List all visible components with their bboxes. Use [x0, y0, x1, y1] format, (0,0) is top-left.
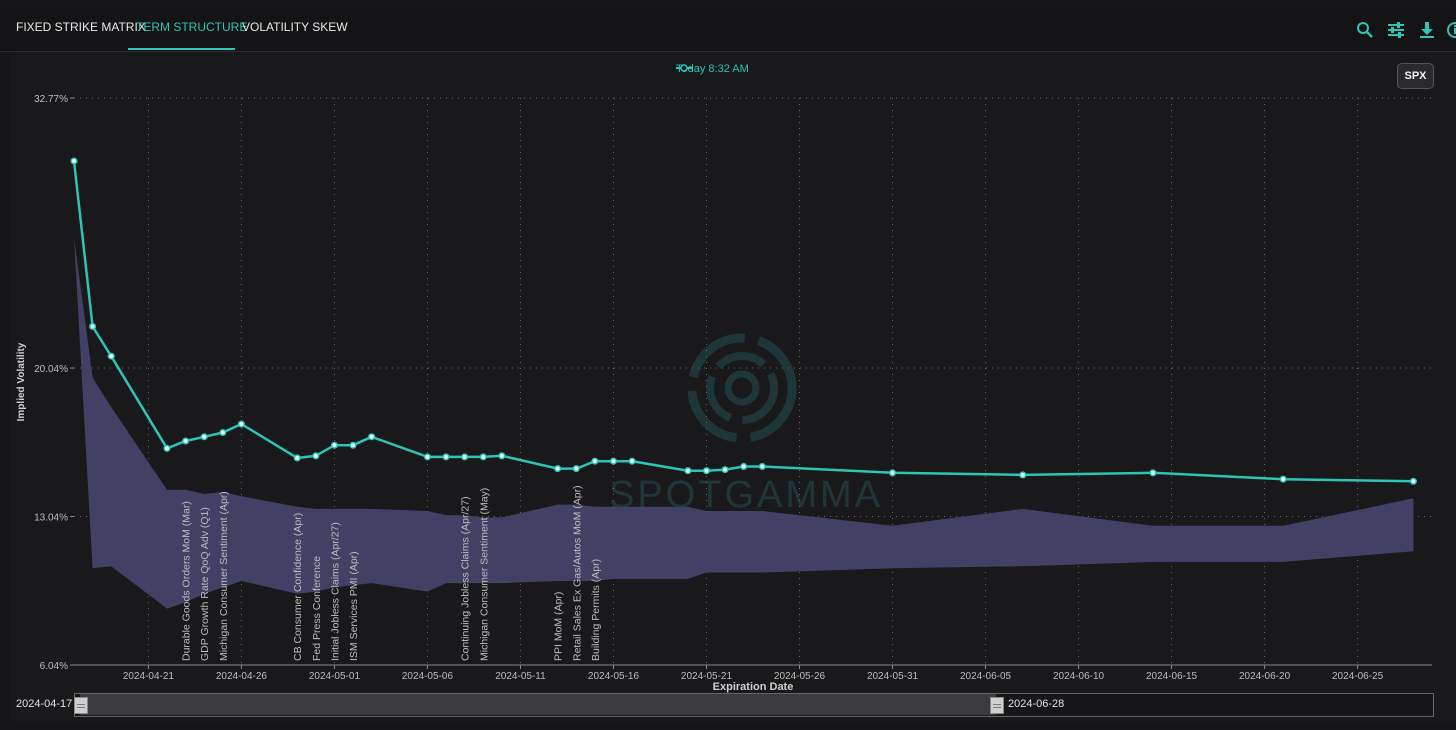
iv-data-point [349, 441, 357, 449]
x-tick-label: 2024-06-05 [960, 671, 1012, 682]
iv-data-point [312, 452, 320, 460]
x-tick-label: 2024-06-15 [1146, 671, 1198, 682]
event-annotations: Durable Goods Orders MoM (Mar) GDP Growth… [181, 485, 602, 661]
info-icon[interactable] [1445, 20, 1456, 40]
download-icon[interactable] [1417, 20, 1437, 40]
iv-data-point [423, 453, 432, 461]
x-axis-label: Expiration Date [713, 681, 794, 693]
event-annotation: CB Consumer Confidence (Apr) [292, 513, 304, 661]
sliders-icon[interactable] [1386, 20, 1406, 40]
iv-data-point [554, 465, 562, 473]
x-tick-label: 2024-06-20 [1239, 671, 1291, 682]
iv-data-point [721, 466, 729, 474]
iv-data-point [628, 457, 636, 465]
x-tick-label: 2024-04-26 [216, 671, 268, 682]
iv-data-point [293, 454, 301, 462]
iv-data-point [684, 467, 692, 475]
iv-data-point [89, 322, 97, 331]
iv-data-point [591, 457, 599, 465]
event-annotation: PPI MoM (Apr) [553, 592, 565, 661]
x-tick-label: 2024-06-25 [1332, 671, 1384, 682]
x-tick-label: 2024-05-21 [681, 671, 733, 682]
y-axis-ticks: 32.77% 20.04% 13.04% 6.04% [34, 94, 74, 672]
iv-data-point [572, 465, 580, 473]
iv-data-point [479, 453, 487, 461]
range-start-label: 2024-04-17 [16, 698, 73, 710]
y-axis-label: Implied Volatility [16, 342, 27, 421]
iv-data-point [200, 433, 208, 441]
iv-data-point [442, 453, 450, 461]
x-tick-label: 2024-04-21 [123, 671, 175, 682]
top-bar: FIXED STRIKE MATRIX TERM STRUCTURE VOLAT… [0, 8, 1456, 52]
iv-range-area [74, 237, 1414, 609]
iv-data-point [237, 420, 245, 428]
iv-data-point [609, 457, 618, 465]
x-tick-label: 2024-05-16 [588, 671, 640, 682]
range-end-label: 2024-06-28 [1008, 698, 1065, 710]
iv-data-point [888, 469, 897, 477]
x-tick-label: 2024-06-10 [1053, 671, 1105, 682]
y-tick-label: 13.04% [34, 513, 68, 524]
chart-area [10, 52, 1456, 722]
x-tick-label: 2024-05-31 [867, 671, 919, 682]
tab-volatility-skew[interactable]: VOLATILITY SKEW [242, 20, 348, 34]
y-tick-label: 6.04% [40, 661, 68, 672]
event-annotation: Fed Press Conference [311, 556, 323, 661]
iv-data-point [702, 467, 711, 475]
active-tab-indicator [128, 48, 235, 50]
iv-data-point [182, 437, 190, 445]
iv-data-point [461, 453, 469, 461]
legend-entry: Today 8:32 AM [676, 63, 749, 75]
legend-line-icon [676, 64, 692, 72]
event-annotation: GDP Growth Rate QoQ Adv (Q1) [199, 507, 211, 661]
spotgamma-watermark: SPOTGAMMA [609, 333, 880, 516]
x-tick-label: 2024-05-11 [495, 671, 546, 682]
range-slider-selection[interactable] [80, 694, 996, 715]
y-tick-label: 32.77% [34, 94, 68, 105]
iv-data-point [219, 428, 227, 437]
x-axis-ticks: 2024-04-21 2024-04-26 2024-05-01 2024-05-06… [123, 665, 1384, 682]
event-annotation: Retail Sales Ex Gas/Autos MoM (Apr) [571, 485, 583, 661]
iv-data-point [740, 462, 748, 471]
iv-data-point [498, 452, 506, 460]
event-annotation: Continuing Jobless Claims (Apr/27) [460, 496, 472, 661]
iv-data-point [1019, 471, 1027, 479]
search-icon[interactable] [1355, 20, 1375, 40]
iv-data-point [330, 441, 338, 449]
iv-range-band [74, 237, 1414, 609]
tab-fixed-strike-matrix[interactable]: FIXED STRIKE MATRIX [16, 20, 146, 34]
iv-term-line [70, 157, 1417, 485]
iv-line-path [72, 160, 1414, 483]
iv-data-point [1149, 469, 1157, 477]
x-tick-label: 2024-05-06 [402, 671, 454, 682]
iv-data-point [70, 157, 78, 165]
legend[interactable]: Today 8:32 AM [676, 63, 749, 75]
x-tick-label: 2024-05-01 [309, 671, 361, 682]
tab-term-structure[interactable]: TERM STRUCTURE [136, 20, 248, 34]
symbol-button[interactable]: SPX [1397, 63, 1434, 89]
event-annotation: Michigan Consumer Sentiment (Apr) [218, 491, 230, 661]
event-annotation: Michigan Consumer Sentiment (May) [478, 488, 490, 661]
event-annotation: Building Permits (Apr) [590, 559, 602, 661]
iv-data-point [1279, 475, 1287, 483]
x-tick-label: 2024-05-26 [774, 671, 826, 682]
event-annotation: Durable Goods Orders MoM (Mar) [181, 501, 193, 661]
iv-data-point [1409, 477, 1417, 485]
event-annotation: ISM Services PMI (Apr) [348, 551, 360, 661]
range-start-handle[interactable] [74, 697, 88, 714]
iv-data-point [163, 444, 171, 452]
range-end-handle[interactable] [990, 697, 1004, 714]
iv-data-point [758, 462, 766, 471]
y-tick-label: 20.04% [34, 364, 68, 375]
event-annotation: Initial Jobless Claims (Apr/27) [329, 522, 341, 661]
iv-data-point [368, 433, 376, 441]
iv-data-point [107, 352, 115, 360]
